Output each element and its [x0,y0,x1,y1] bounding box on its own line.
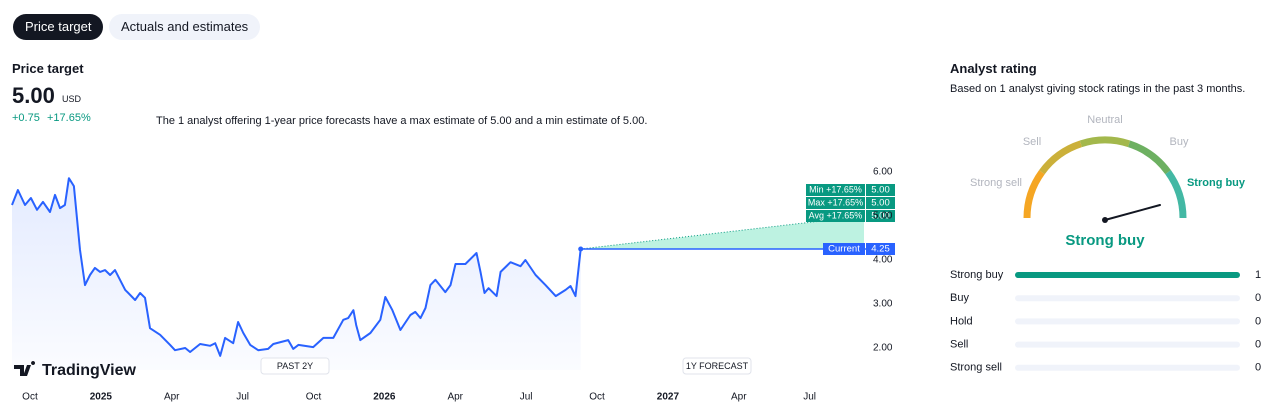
rating-count: 0 [1255,362,1261,374]
x-tick-label: Jul [520,392,533,403]
rating-label: Sell [950,339,968,351]
gauge-needle [1104,204,1161,221]
section-title: Price target [12,61,84,76]
forecast-label: Avg +17.65% [809,210,863,220]
x-tick-label: Jul [236,392,249,403]
y-tick-label: 6.00 [873,167,893,178]
gauge-label: Sell [1022,136,1042,148]
annotation: 1Y FORECAST [686,361,749,371]
annotation: PAST 2Y [277,361,313,371]
price-line [11,177,582,357]
rating-bar [1015,272,1240,278]
gauge-segment [1079,136,1131,148]
gauge-segment [1023,170,1045,219]
gauge-pivot [1102,217,1108,223]
y-tick-label: 5.00 [873,211,893,222]
change: +0.75 [12,112,40,124]
tab[interactable]: Price target [13,14,104,40]
rating-track [1015,364,1240,371]
x-tick-label: 2025 [90,392,113,403]
x-tick-label: Oct [589,392,605,403]
watermark: TradingView [42,362,137,379]
forecast-value: 5.00 [871,198,890,209]
current-dot [578,246,584,252]
current-label: Current [828,244,860,255]
gauge-label: Strong sell [970,177,1022,189]
forecast-value: 5.00 [871,211,890,222]
rating-label: Strong sell [950,362,1002,374]
rating-count: 1 [1255,269,1261,281]
gauge-segment [1127,140,1171,175]
price-area [12,178,581,370]
annotation-bg [260,357,330,375]
price: 5.00 [12,83,55,108]
description: The 1 analyst offering 1-year price fore… [156,115,648,127]
rating-subtitle: Based on 1 analyst giving stock ratings … [950,83,1246,95]
gauge-segment [1039,140,1083,175]
x-tick-label: Oct [306,392,322,403]
rating-track [1015,318,1240,325]
forecast-value-bg [866,184,895,196]
x-tick-label: Apr [164,392,180,403]
forecast-label-bg [806,197,865,209]
tab[interactable]: Actuals and estimates [109,14,261,40]
forecast-label: Max +17.65% [808,197,863,207]
forecast-label-bg [806,184,865,196]
gauge-label: Neutral [1087,114,1123,126]
x-tick-label: Jul [803,392,816,403]
rating-title: Analyst rating [950,61,1037,76]
rating-track [1015,295,1240,302]
forecast-value: 5.00 [871,185,890,196]
y-tick-label: 2.00 [873,343,893,354]
x-tick-label: 2027 [657,392,680,403]
rating-label: Hold [950,315,973,327]
rating-track [1015,341,1240,348]
verdict: Strong buy [1065,232,1145,249]
current-value-bg [866,243,895,255]
logo-icon [14,361,36,376]
rating-count: 0 [1255,339,1261,351]
rating-count: 0 [1255,315,1261,327]
x-tick-label: Apr [731,392,747,403]
rating-label: Strong buy [950,269,1004,281]
forecast-label: Min +17.65% [809,184,862,194]
change-percent: +17.65% [47,112,91,124]
gauge-label: Strong buy [1186,177,1246,189]
current-label-bg [823,243,865,255]
y-tick-label: 3.00 [873,299,893,310]
forecast-area [580,216,864,249]
x-tick-label: 2026 [373,392,396,403]
gauge-segment [1165,170,1187,219]
annotation-bg [682,357,752,375]
current-value: 4.25 [871,244,890,255]
gauge-label: Buy [1169,136,1189,148]
forecast-value-bg [866,197,895,209]
rating-count: 0 [1255,292,1261,304]
y-tick-label: 4.00 [873,255,893,266]
x-tick-label: Apr [447,392,463,403]
currency: USD [62,94,82,104]
forecast-label-bg [806,210,865,222]
x-tick-label: Oct [22,392,38,403]
forecast-value-bg [866,210,895,222]
rating-label: Buy [950,292,969,304]
